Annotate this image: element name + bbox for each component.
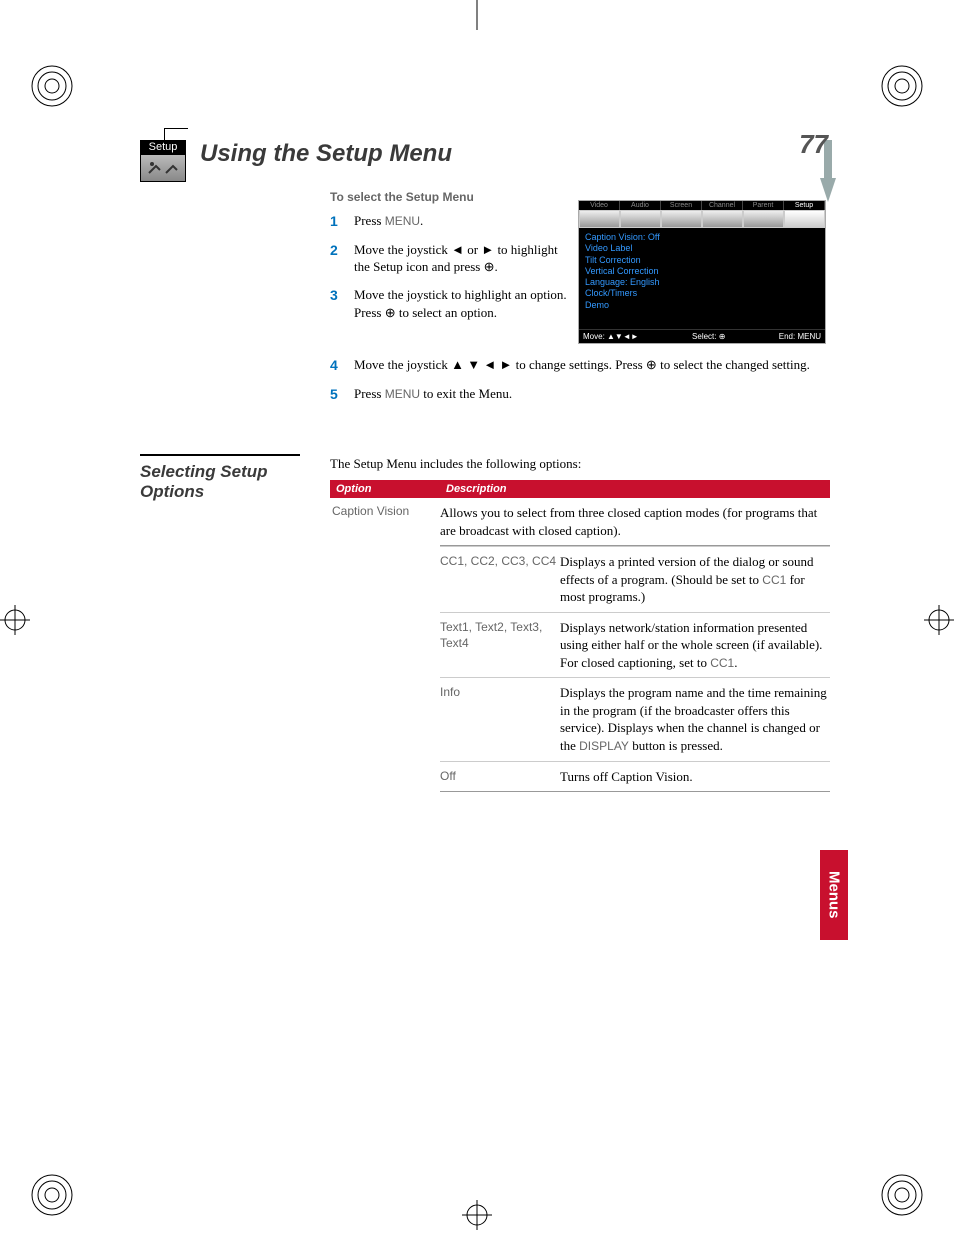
osd-tab-icon xyxy=(702,210,743,228)
setup-menu-icon: Setup xyxy=(140,140,186,182)
sub-desc-text: button is pressed. xyxy=(629,738,723,753)
step-1: 1 Press MENU. xyxy=(330,212,570,231)
step-5: 5 Press MENU to exit the Menu. xyxy=(330,385,830,404)
step-4: 4 Move the joystick ▲ ▼ ◄ ► to change se… xyxy=(330,356,830,375)
setup-icon-graphic xyxy=(140,154,186,182)
osd-tab: Screen xyxy=(661,201,702,210)
osd-footer: Move: ▲▼◄► Select: ⊕ End: MENU xyxy=(579,329,825,343)
table-header-cell: Option xyxy=(336,483,446,495)
sub-label: Off xyxy=(440,768,560,786)
sub-desc: Displays the program name and the time r… xyxy=(560,684,830,754)
step-text: Press MENU to exit the Menu. xyxy=(354,385,512,404)
osd-item: Video Label xyxy=(585,243,819,254)
osd-item-list: Caption Vision: Off Video Label Tilt Cor… xyxy=(579,228,825,329)
table-sub-row: Text1, Text2, Text3, Text4 Displays netw… xyxy=(440,612,830,678)
step-text-part: . xyxy=(420,213,423,228)
osd-tab-icon-active xyxy=(784,210,825,228)
osd-footer-move: Move: ▲▼◄► xyxy=(583,332,639,341)
page-number: 77 xyxy=(799,129,828,160)
step-number: 3 xyxy=(330,286,354,321)
osd-tab: Video xyxy=(579,201,620,210)
print-registration-mark xyxy=(30,1173,74,1217)
step-text: Move the joystick ◄ or ► to highlight th… xyxy=(354,241,570,276)
callout-arrow-head xyxy=(820,178,836,202)
sub-desc-text: Displays network/station information pre… xyxy=(560,620,822,670)
print-crop-mark xyxy=(0,600,30,645)
print-crop-mark xyxy=(457,0,497,35)
osd-tab-icon xyxy=(743,210,784,228)
osd-tab-icon xyxy=(661,210,702,228)
print-crop-mark xyxy=(924,600,954,645)
menu-key: CC1 xyxy=(762,573,786,587)
sub-desc: Displays network/station information pre… xyxy=(560,619,830,672)
osd-tab-icon xyxy=(620,210,661,228)
sub-desc: Turns off Caption Vision. xyxy=(560,768,830,786)
step-number: 4 xyxy=(330,356,354,375)
osd-item: Language: English xyxy=(585,277,819,288)
osd-tab-row: Video Audio Screen Channel Parent Setup xyxy=(579,201,825,210)
osd-item: Vertical Correction xyxy=(585,266,819,277)
step-text-part: to exit the Menu. xyxy=(420,386,512,401)
osd-footer-select: Select: ⊕ xyxy=(692,332,725,341)
table-cell-option: Caption Vision xyxy=(330,504,440,792)
step-number: 5 xyxy=(330,385,354,404)
step-text: Move the joystick ▲ ▼ ◄ ► to change sett… xyxy=(354,356,810,375)
table-header: Option Description xyxy=(330,480,830,498)
options-table: Option Description Caption Vision Allows… xyxy=(330,480,830,798)
osd-footer-end: End: MENU xyxy=(779,332,821,341)
side-tab: Menus xyxy=(820,850,848,940)
description-main: Allows you to select from three closed c… xyxy=(440,504,830,546)
osd-tab: Audio xyxy=(620,201,661,210)
table-row: Caption Vision Allows you to select from… xyxy=(330,498,830,798)
osd-item: Clock/Timers xyxy=(585,288,819,299)
osd-screenshot: Video Audio Screen Channel Parent Setup … xyxy=(578,200,826,344)
step-number: 2 xyxy=(330,241,354,276)
section-heading: Selecting Setup Options xyxy=(140,454,300,503)
sub-desc-text: Turns off Caption Vision. xyxy=(560,769,693,784)
sub-label: Text1, Text2, Text3, Text4 xyxy=(440,619,560,672)
steps-heading: To select the Setup Menu xyxy=(330,190,570,204)
osd-tab: Parent xyxy=(743,201,784,210)
osd-item: Tilt Correction xyxy=(585,255,819,266)
step-text: Press MENU. xyxy=(354,212,423,231)
step-3: 3 Move the joystick to highlight an opti… xyxy=(330,286,570,321)
setup-icon-label: Setup xyxy=(140,140,186,154)
step-text-part: Press xyxy=(354,213,385,228)
table-cell-description: Allows you to select from three closed c… xyxy=(440,504,830,792)
table-sub-row: Info Displays the program name and the t… xyxy=(440,677,830,760)
sub-desc-text: . xyxy=(734,655,737,670)
table-sub-row: Off Turns off Caption Vision. xyxy=(440,761,830,793)
section-intro: The Setup Menu includes the following op… xyxy=(330,456,830,472)
print-registration-mark xyxy=(880,1173,924,1217)
step-2: 2 Move the joystick ◄ or ► to highlight … xyxy=(330,241,570,276)
osd-tab-icon xyxy=(579,210,620,228)
table-sub-row: CC1, CC2, CC3, CC4 Displays a printed ve… xyxy=(440,546,830,612)
osd-item: Caption Vision: Off xyxy=(585,232,819,243)
menu-key: DISPLAY xyxy=(579,739,629,753)
step-text: Move the joystick to highlight an option… xyxy=(354,286,570,321)
osd-tab-active: Setup xyxy=(784,201,825,210)
sub-label: Info xyxy=(440,684,560,754)
table-header-cell: Description xyxy=(446,483,507,495)
step-number: 1 xyxy=(330,212,354,231)
osd-tab: Channel xyxy=(702,201,743,210)
osd-item: Demo xyxy=(585,300,819,311)
menu-key: CC1 xyxy=(710,656,734,670)
print-registration-mark xyxy=(880,64,924,108)
menu-key: MENU xyxy=(385,387,420,401)
osd-icon-row xyxy=(579,210,825,228)
menu-key: MENU xyxy=(385,214,420,228)
sub-desc: Displays a printed version of the dialog… xyxy=(560,553,830,606)
step-text-part: Press xyxy=(354,386,385,401)
print-registration-mark xyxy=(30,64,74,108)
page-title: Using the Setup Menu xyxy=(200,140,452,168)
print-crop-mark xyxy=(457,1200,497,1235)
sub-label: CC1, CC2, CC3, CC4 xyxy=(440,553,560,606)
